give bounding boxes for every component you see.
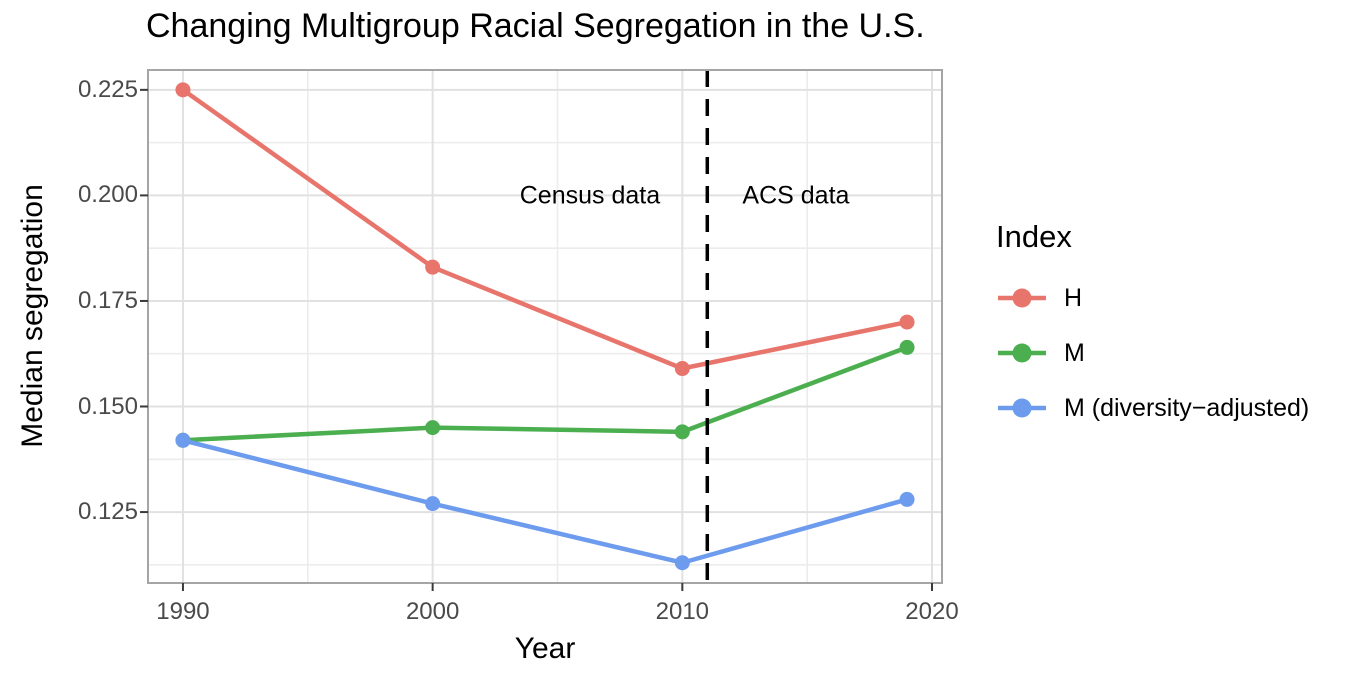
data-point-H — [175, 82, 191, 98]
y-tick-label: 0.150 — [77, 392, 138, 420]
legend-label-m: M — [1064, 338, 1085, 367]
legend-label-h: H — [1064, 283, 1083, 312]
series-line-M — [180, 345, 910, 443]
data-point-M (diversity−adjusted) — [899, 491, 915, 507]
data-point-M — [674, 424, 690, 440]
series-line-M (diversity−adjusted) — [180, 438, 910, 566]
legend-item-m-diversity-adjusted: M (diversity−adjusted) — [996, 388, 1309, 428]
y-tick-label: 0.200 — [77, 181, 138, 209]
x-tick-label: 2000 — [405, 598, 460, 625]
annotation-acs-data: ACS data — [742, 181, 850, 210]
annotation-census-data: Census data — [519, 181, 661, 210]
legend-label-m-diversity-adjusted: M (diversity−adjusted) — [1064, 393, 1310, 422]
panel-border — [147, 69, 943, 584]
data-point-H — [425, 259, 441, 275]
y-tick-label: 0.125 — [77, 498, 138, 526]
y-tick-label: 0.225 — [77, 75, 138, 103]
legend-item-m: M — [996, 333, 1309, 373]
y-axis-title: Median segregation — [16, 184, 49, 448]
legend-key-h-icon — [998, 288, 1046, 308]
data-point-M — [425, 420, 441, 436]
data-point-M — [899, 339, 915, 355]
data-point-M (diversity−adjusted) — [425, 496, 441, 512]
legend-title: Index — [996, 219, 1072, 254]
x-tick-label: 2020 — [905, 598, 959, 625]
legend-item-h: H — [996, 278, 1309, 318]
data-point-M (diversity−adjusted) — [674, 555, 690, 571]
x-tick-label: 2010 — [655, 598, 710, 625]
chart-title: Changing Multigroup Racial Segregation i… — [146, 7, 925, 45]
legend: Index H M M (diversity−adjusted) — [996, 220, 1309, 443]
x-axis-title: Year — [514, 632, 576, 665]
x-tick-label: 1990 — [156, 598, 210, 625]
legend-key-m-icon — [998, 343, 1046, 363]
plot-panel — [140, 69, 943, 591]
series-line-H — [180, 87, 910, 371]
data-point-H — [899, 314, 915, 330]
legend-key-m-diversity-adjusted-icon — [998, 398, 1046, 418]
y-tick-label: 0.175 — [77, 286, 138, 314]
data-point-H — [674, 361, 690, 377]
data-point-M (diversity−adjusted) — [175, 432, 191, 448]
